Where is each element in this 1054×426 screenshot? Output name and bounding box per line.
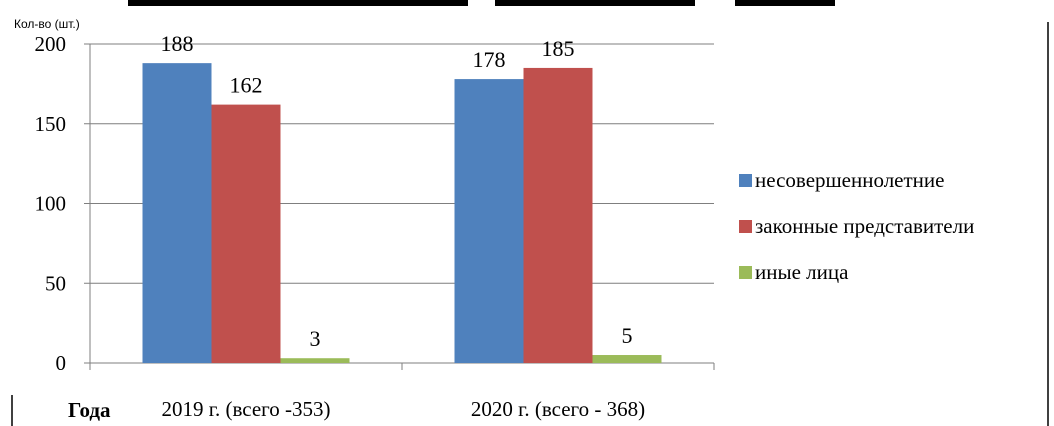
- x-category-label-0: 2019 г. (всего -353): [161, 397, 330, 421]
- x-axis-label: Года: [68, 398, 111, 422]
- legend-label-2: иные лица: [755, 260, 849, 284]
- legend-swatch-2: [739, 266, 752, 279]
- tick-labels: 0 50 100 150 200 2019 г. (всего -353) 2020 г. …: [35, 32, 646, 421]
- x-category-label-1: 2020 г. (всего - 368): [471, 397, 645, 421]
- title-crop-block-2: [495, 0, 695, 6]
- legend-swatch-1: [739, 220, 752, 233]
- y-tick-label-0: 0: [56, 351, 67, 375]
- bar-0-1: [211, 104, 281, 364]
- legend-label-1: законные представители: [755, 214, 974, 238]
- legend-swatch-0: [739, 174, 752, 187]
- y-tick-label-100: 100: [35, 192, 67, 216]
- bar-1-1: [523, 67, 593, 364]
- title-crop-block-1: [128, 0, 468, 6]
- data-labels: 188 162 3 178 185 5: [161, 31, 633, 351]
- data-label-0-2: 3: [310, 326, 321, 351]
- title-crop-block-3: [735, 0, 835, 6]
- y-tick-label-150: 150: [35, 112, 67, 136]
- data-label-1-0: 178: [473, 47, 506, 72]
- bar-1-0: [454, 79, 524, 363]
- legend: несовершеннолетние законные представители…: [739, 168, 974, 284]
- y-tick-label-50: 50: [45, 271, 66, 295]
- data-label-0-1: 162: [230, 73, 263, 98]
- legend-label-0: несовершеннолетние: [755, 168, 944, 192]
- data-label-0-0: 188: [161, 31, 194, 56]
- y-axis-label: Кол-во (шт.): [14, 17, 80, 31]
- data-label-1-1: 185: [542, 36, 575, 61]
- y-tick-label-200: 200: [35, 32, 67, 56]
- bar-0-2: [280, 358, 350, 363]
- data-label-1-2: 5: [622, 323, 633, 348]
- bars: [142, 63, 662, 364]
- bar-1-2: [592, 355, 662, 363]
- chart-title-cropped: [128, 0, 835, 6]
- bar-0-0: [142, 63, 212, 363]
